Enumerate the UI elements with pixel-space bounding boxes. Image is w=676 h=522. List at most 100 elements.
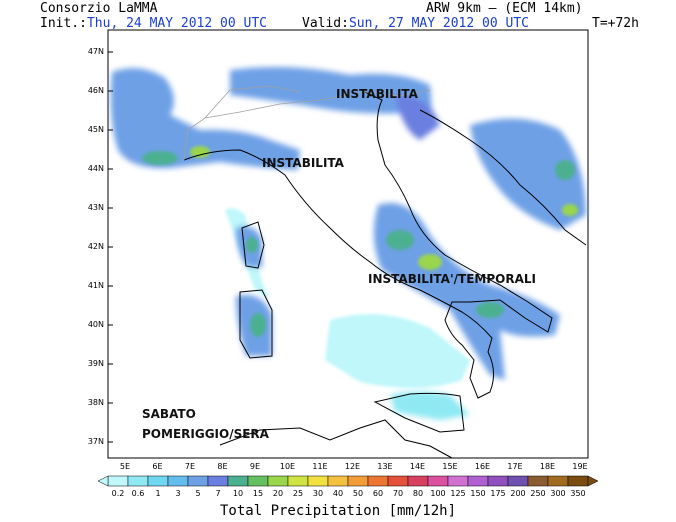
colorbar-swatch [567,475,589,487]
latitude-tick-label: 45N [87,125,104,134]
colorbar-swatch [367,475,389,487]
latitude-tick-label: 44N [87,164,104,173]
annotation-instabilita-north: INSTABILITA [336,87,418,101]
colorbar-label: 250 [530,489,546,498]
precip-area-alps-west [110,68,300,170]
border-alps [183,91,366,161]
precip-area-sicily [390,391,470,420]
latitude-tick-label: 40N [87,320,104,329]
latitude-tick-label: 47N [87,47,104,56]
precip-area-green-group [142,146,578,337]
precip-core-corsica [246,237,258,253]
colorbar-label: 200 [510,489,526,498]
colorbar-label: 30 [312,489,324,498]
colorbar-swatch [447,475,469,487]
forecast-step: T=+72h [592,16,639,31]
latitude-tick-label: 43N [87,203,104,212]
colorbar-label: 0.6 [131,489,145,498]
colorbar-swatch [227,475,249,487]
colorbar-swatch [207,475,229,487]
borders [183,85,431,161]
colorbar-swatch [507,475,529,487]
colorbar-label: 350 [570,489,586,498]
colorbar-swatch [527,475,549,487]
colorbar-swatch [127,475,149,487]
colorbar [97,475,599,487]
longitude-tick-label: 12E [344,462,361,471]
colorbar-label: 150 [470,489,486,498]
colorbar-swatch [147,475,169,487]
init-value: Thu, 24 MAY 2012 00 UTC [86,16,267,31]
colorbar-label: 40 [332,489,344,498]
colorbar-label: 20 [272,489,284,498]
init-line: Init.:Thu, 24 MAY 2012 00 UTC [40,16,267,31]
colorbar-swatch [267,475,289,487]
precip-core-balkans [555,160,575,180]
colorbar-swatch [287,475,309,487]
longitude-tick-label: 9E [249,462,261,471]
colorbar-label: 70 [392,489,404,498]
colorbar-swatch [427,475,449,487]
valid-label: Valid: [302,16,349,31]
latitude-tick-label: 37N [87,437,104,446]
longitude-tick-label: 8E [217,462,228,471]
colorbar-label: 7 [215,489,221,498]
colorbar-label: 50 [352,489,364,498]
coastlines [183,91,587,459]
colorbar-label: 300 [550,489,566,498]
longitude-tick-label: 6E [152,462,163,471]
precip-core-calabria [476,302,504,318]
colorbar-swatch [327,475,349,487]
colorbar-label: 5 [195,489,201,498]
precip-area-apennines [373,203,560,380]
coast-balkans [419,109,587,246]
annotation-pomeriggio-sera: POMERIGGIO/SERA [142,427,269,441]
precip-core-sardinia [250,313,266,337]
precip-core-balkans-2 [562,204,578,216]
colorbar-swatch [467,475,489,487]
colorbar-label: 60 [372,489,384,498]
colorbar-title: Total Precipitation [mm/12h] [220,503,457,519]
longitude-tick-label: 11E [312,462,328,471]
colorbar-swatch [187,475,209,487]
precip-core-liguria [142,151,178,165]
colorbar-swatch [487,475,509,487]
annotation-sabato: SABATO [142,407,196,421]
coast-sardinia [239,289,273,359]
init-label: Init.: [40,16,87,31]
colorbar-swatch [247,475,269,487]
precip-area-balkans [470,118,586,230]
source-title: Consorzio LaMMA [40,1,158,16]
colorbar-swatch [307,475,329,487]
latitude-tick-label: 41N [87,281,104,290]
colorbar-label: 15 [252,489,264,498]
colorbar-swatch [167,475,189,487]
longitude-tick-label: 18E [539,462,556,471]
precip-core-apennines [386,230,414,250]
axis-ticks [108,51,113,443]
valid-line: Valid:Sun, 27 MAY 2012 00 UTC [302,16,529,31]
precip-area-blue-group [110,66,586,420]
colorbar-arrow-right [587,475,599,487]
map-clip-group [110,66,586,420]
colorbar-swatch [387,475,409,487]
colorbar-label: 3 [175,489,181,498]
longitude-tick-label: 13E [377,462,393,471]
colorbar-label: 25 [292,489,304,498]
latitude-tick-label: 46N [87,86,104,95]
colorbar-label: 80 [412,489,424,498]
colorbar-swatch [107,475,129,487]
border-swiss [204,85,301,119]
colorbar-label: 1 [155,489,161,498]
longitude-tick-label: 16E [474,462,491,471]
colorbar-label: 0.2 [111,489,125,498]
coast-italy-mainland [183,91,553,399]
colorbar-label: 100 [430,489,446,498]
longitude-tick-label: 17E [507,462,523,471]
longitude-tick-label: 7E [184,462,196,471]
longitude-tick-label: 5E [119,462,131,471]
colorbar-label: 175 [490,489,506,498]
colorbar-swatch [347,475,369,487]
model-title: ARW 9km – (ECM 14km) [426,1,583,16]
